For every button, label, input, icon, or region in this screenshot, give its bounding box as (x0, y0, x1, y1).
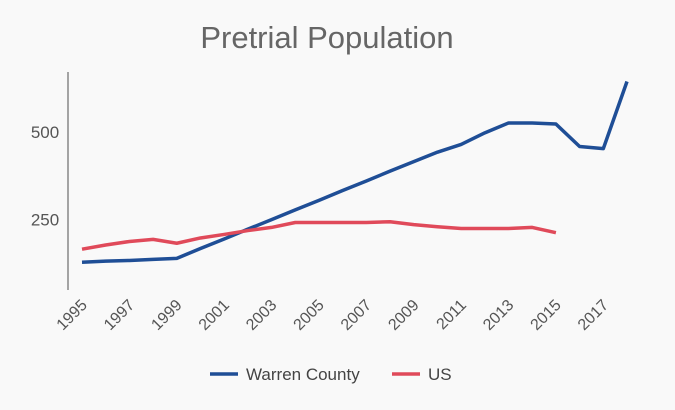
x-tick-label: 2011 (434, 297, 470, 333)
x-tick-label: 2013 (480, 297, 517, 334)
legend-label: Warren County (246, 365, 360, 384)
legend-item[interactable]: Warren County (210, 365, 360, 384)
x-tick-label: 2003 (243, 297, 280, 334)
x-tick-label: 2009 (385, 297, 422, 334)
x-tick-label: 2001 (196, 297, 233, 334)
series-line-warren-county (81, 80, 629, 264)
x-tick-label: 2015 (528, 297, 565, 334)
series-line-us (81, 220, 557, 251)
y-tick-label: 500 (31, 123, 59, 142)
x-tick-label: 2007 (338, 297, 375, 334)
x-tick-label: 2017 (575, 297, 612, 334)
x-tick-label: 2005 (291, 297, 328, 334)
y-tick-label: 250 (31, 211, 59, 230)
x-tick-label: 1997 (101, 297, 138, 334)
x-tick-label: 1995 (54, 297, 91, 334)
x-tick-label: 1999 (148, 297, 185, 334)
legend-item[interactable]: US (392, 365, 452, 384)
legend-label: US (428, 365, 452, 384)
chart-title: Pretrial Population (200, 20, 453, 55)
